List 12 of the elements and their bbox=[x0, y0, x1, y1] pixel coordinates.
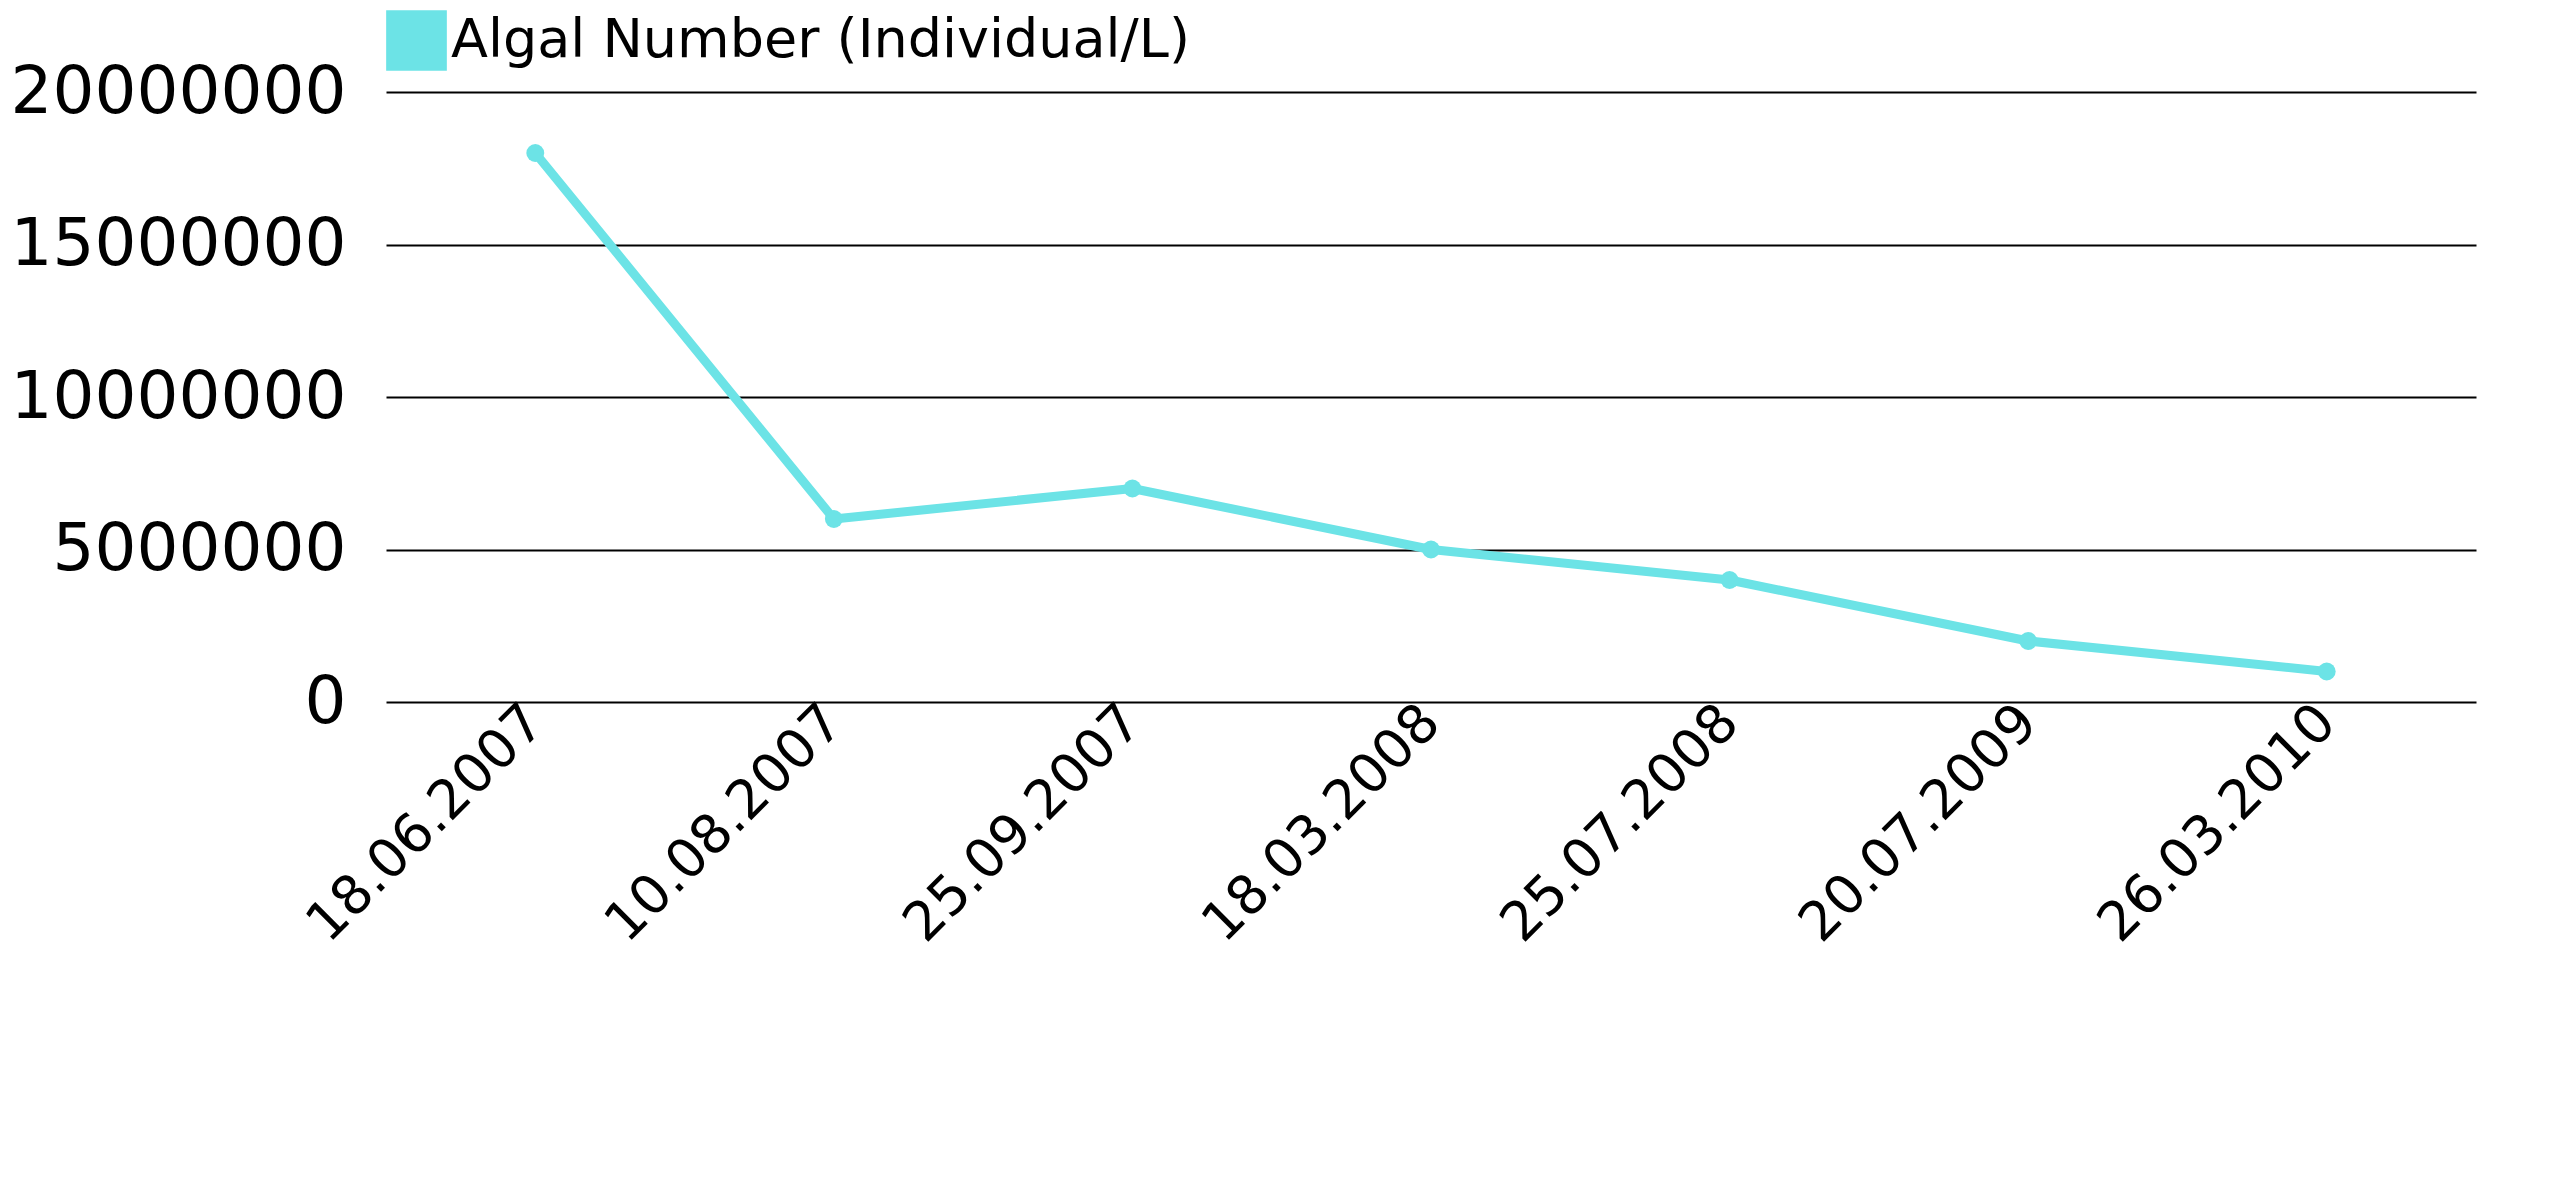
y-tick-label: 15000000 bbox=[10, 204, 347, 281]
y-tick-label: 20000000 bbox=[10, 51, 347, 129]
point bbox=[2019, 632, 2038, 650]
y-tick-label: 10000000 bbox=[10, 356, 347, 434]
point bbox=[824, 510, 843, 528]
legend-label: Algal Number (Individual/L) bbox=[451, 6, 1190, 70]
y-tick-label: 5000000 bbox=[52, 509, 347, 586]
point bbox=[1123, 479, 1142, 498]
point bbox=[2317, 662, 2336, 681]
point bbox=[1720, 571, 1739, 589]
point bbox=[1422, 540, 1440, 559]
point bbox=[526, 144, 545, 162]
